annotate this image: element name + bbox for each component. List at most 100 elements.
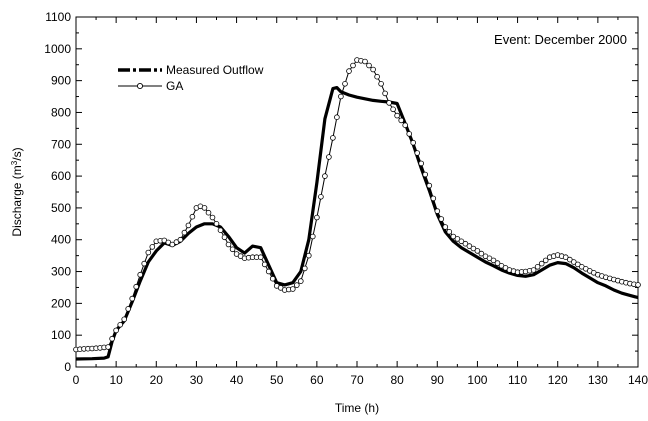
point-ga [225, 241, 232, 248]
y-tick-label-1000: 1000 [44, 42, 71, 56]
point-ga [173, 239, 180, 245]
x-tick-label-40: 40 [230, 373, 244, 387]
point-ga [446, 229, 453, 235]
point-ga [566, 256, 573, 263]
point-ga [462, 240, 469, 247]
point-ga [265, 268, 272, 275]
x-tick-label-80: 80 [390, 373, 404, 387]
point-ga [430, 195, 437, 202]
point-ga [402, 122, 409, 128]
legend-label-ga: GA [166, 79, 183, 93]
point-ga [221, 234, 228, 241]
point-ga [149, 244, 156, 250]
y-axis-title-prefix: Discharge (m [10, 165, 24, 236]
point-ga [394, 112, 400, 119]
point-ga [205, 209, 212, 216]
series-line-measured-outflow [75, 86, 639, 361]
y-tick-label-0: 0 [64, 360, 71, 374]
point-ga [326, 154, 332, 160]
point-ga [386, 100, 392, 106]
point-ga [454, 236, 461, 242]
point-ga [322, 173, 328, 179]
point-ga [309, 233, 316, 240]
point-ga [406, 131, 413, 137]
point-ga [490, 257, 497, 264]
point-ga [474, 248, 481, 254]
point-ga [318, 194, 324, 200]
legend: Measured Outflow GA [118, 63, 264, 93]
point-ga [530, 267, 537, 273]
x-tick-label-0: 0 [73, 373, 80, 387]
point-ga [269, 275, 276, 282]
point-ga [442, 224, 449, 230]
point-ga [342, 81, 348, 87]
point-ga [426, 182, 433, 189]
y-tick-label-400: 400 [51, 233, 71, 247]
point-ga [438, 216, 445, 222]
point-ga [305, 252, 312, 259]
point-ga [466, 243, 473, 249]
point-ga [366, 62, 372, 69]
point-ga [109, 335, 115, 342]
point-ga [370, 66, 376, 73]
event-annotation: Event: December 2000 [494, 32, 627, 47]
point-ga [410, 139, 417, 146]
point-ga [121, 316, 127, 323]
point-ga [390, 106, 396, 113]
point-ga [450, 233, 457, 240]
point-ga [229, 246, 236, 253]
point-ga [133, 283, 140, 290]
point-ga [434, 208, 441, 214]
point-ga [382, 90, 388, 97]
point-ga [297, 278, 304, 284]
point-ga [181, 229, 188, 236]
point-ga [418, 160, 425, 167]
x-tick-label-20: 20 [150, 373, 164, 387]
legend-marker-ga [136, 82, 144, 90]
y-tick-label-500: 500 [51, 201, 71, 215]
point-ga [137, 271, 144, 278]
x-tick-label-30: 30 [190, 373, 204, 387]
x-tick-label-120: 120 [548, 373, 568, 387]
legend-label-measured-outflow: Measured Outflow [166, 63, 264, 77]
y-axis-title: Discharge (m3/s) [10, 147, 25, 236]
point-ga [362, 58, 368, 65]
point-ga [117, 321, 123, 328]
point-ga [105, 344, 111, 350]
point-ga [338, 93, 344, 100]
point-ga [346, 68, 352, 74]
x-tick-label-50: 50 [270, 373, 284, 387]
x-tick-label-110: 110 [508, 373, 527, 387]
x-axis-title: Time (h) [335, 401, 379, 415]
y-tick-label-700: 700 [51, 137, 71, 151]
x-tick-label-130: 130 [588, 373, 608, 387]
point-ga [422, 171, 429, 178]
point-ga [129, 295, 136, 302]
point-ga [414, 150, 421, 156]
point-ga [334, 114, 340, 120]
point-ga [378, 81, 384, 87]
series-layer [73, 57, 641, 361]
point-ga [574, 261, 581, 268]
point-ga [570, 259, 577, 265]
point-ga [217, 227, 224, 234]
point-ga [257, 254, 264, 261]
y-axis-title-sup: 3 [10, 160, 19, 165]
point-ga [209, 214, 216, 221]
y-tick-label-900: 900 [51, 74, 71, 88]
point-ga [261, 261, 268, 268]
point-ga [145, 249, 152, 256]
point-ga [201, 205, 208, 211]
x-tick-label-90: 90 [431, 373, 445, 387]
x-tick-label-100: 100 [467, 373, 487, 387]
point-ga [542, 257, 549, 264]
point-ga [185, 222, 192, 229]
point-ga [350, 62, 356, 69]
point-ga [125, 306, 131, 312]
point-ga [458, 238, 465, 245]
x-tick-label-140: 140 [628, 373, 648, 387]
point-ga [113, 327, 119, 334]
point-ga [398, 117, 405, 124]
point-ga [301, 265, 308, 272]
y-tick-label-600: 600 [51, 169, 71, 183]
